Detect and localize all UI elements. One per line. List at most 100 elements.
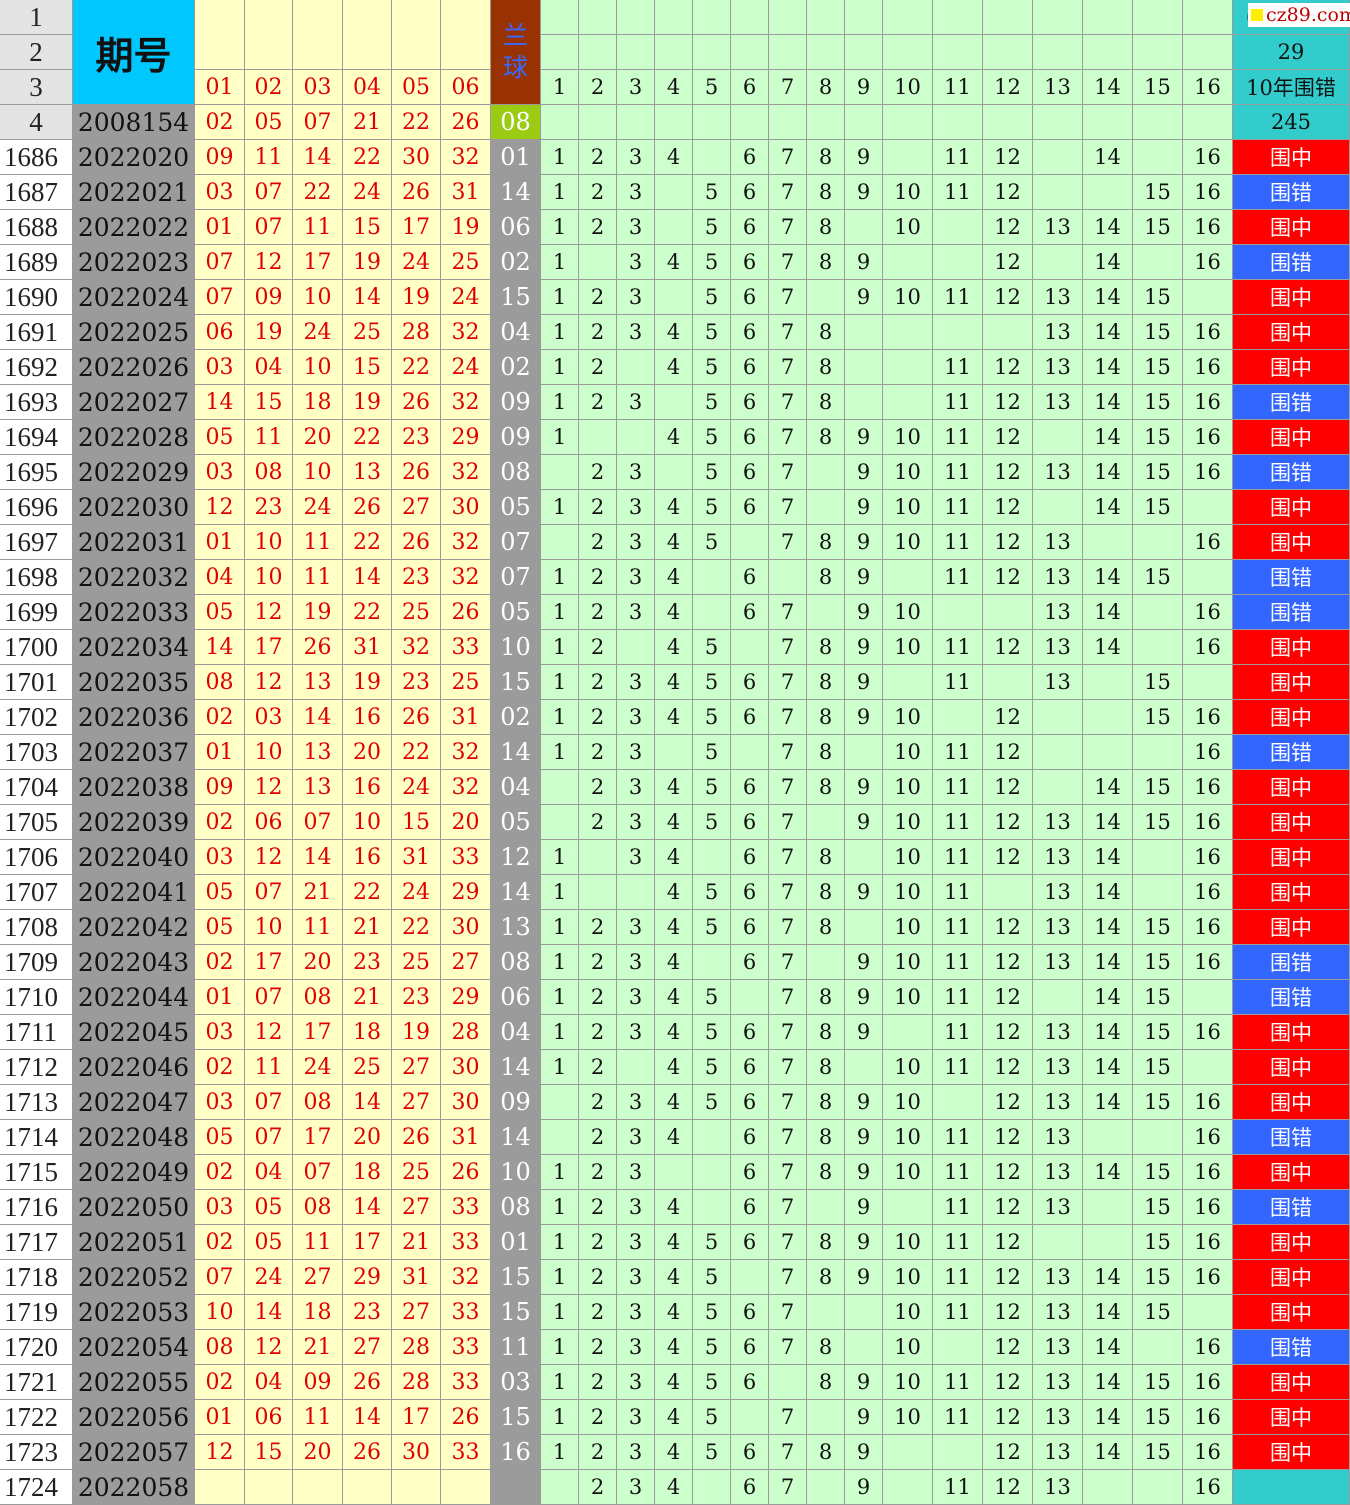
kill-empty — [1033, 175, 1083, 210]
result-badge: 围错 — [1233, 1330, 1350, 1365]
blue-ball: 07 — [491, 560, 541, 595]
header-grid-cell — [731, 105, 769, 140]
kill-number: 6 — [731, 315, 769, 350]
kill-number: 14 — [1083, 875, 1133, 910]
kill-number: 7 — [769, 490, 807, 525]
row-number: 1699 — [0, 595, 73, 630]
kill-number: 11 — [933, 770, 983, 805]
kill-number: 7 — [769, 525, 807, 560]
kill-number: 4 — [655, 1015, 693, 1050]
header-blank-cell — [245, 0, 293, 70]
kill-number: 4 — [655, 1225, 693, 1260]
kill-number: 7 — [769, 1050, 807, 1085]
kill-number: 14 — [1083, 385, 1133, 420]
red-ball: 06 — [195, 315, 245, 350]
kill-empty — [807, 805, 845, 840]
kill-number: 7 — [769, 280, 807, 315]
blue-ball: 05 — [491, 490, 541, 525]
row-number: 3 — [0, 70, 73, 105]
blue-ball: 09 — [491, 385, 541, 420]
kill-number: 14 — [1083, 1365, 1133, 1400]
kill-number: 16 — [1183, 245, 1233, 280]
ref-red-ball: 22 — [392, 105, 441, 140]
kill-number: 10 — [883, 700, 933, 735]
kill-number: 5 — [693, 910, 731, 945]
red-ball: 03 — [195, 350, 245, 385]
kill-number: 14 — [1083, 420, 1133, 455]
kill-number: 7 — [769, 1155, 807, 1190]
kill-number: 4 — [655, 1050, 693, 1085]
red-ball: 12 — [245, 1330, 293, 1365]
red-ball: 02 — [195, 1365, 245, 1400]
kill-empty — [845, 350, 883, 385]
kill-number: 5 — [693, 1365, 731, 1400]
kill-empty — [617, 630, 655, 665]
row-number: 1721 — [0, 1365, 73, 1400]
red-ball: 05 — [195, 420, 245, 455]
red-ball: 33 — [441, 1330, 491, 1365]
kill-number: 11 — [933, 1400, 983, 1435]
kill-empty — [933, 245, 983, 280]
kill-number: 9 — [845, 1190, 883, 1225]
kill-number: 6 — [731, 1225, 769, 1260]
kill-empty — [1083, 735, 1133, 770]
kill-number: 8 — [807, 140, 845, 175]
red-ball: 32 — [441, 385, 491, 420]
kill-number: 5 — [693, 875, 731, 910]
row-number: 1700 — [0, 630, 73, 665]
red-ball: 20 — [343, 735, 392, 770]
red-ball: 02 — [195, 700, 245, 735]
kill-number: 3 — [617, 175, 655, 210]
kill-number: 11 — [933, 350, 983, 385]
kill-empty — [1183, 560, 1233, 595]
kill-number: 2 — [579, 350, 617, 385]
kill-number: 11 — [933, 1225, 983, 1260]
red-col-header: 05 — [392, 70, 441, 105]
period-cell: 2022043 — [73, 945, 195, 980]
row-number: 1715 — [0, 1155, 73, 1190]
row-number: 1718 — [0, 1260, 73, 1295]
red-ball: 29 — [343, 1260, 392, 1295]
red-ball: 13 — [343, 455, 392, 490]
kill-number: 1 — [541, 245, 579, 280]
kill-number: 9 — [845, 630, 883, 665]
header-grid-cell — [807, 35, 845, 70]
kill-number: 4 — [655, 1330, 693, 1365]
period-cell: 2022021 — [73, 175, 195, 210]
red-col-header: 02 — [245, 70, 293, 105]
kill-number: 12 — [983, 630, 1033, 665]
header-grid-cell — [1133, 35, 1183, 70]
kill-col-header: 2 — [579, 70, 617, 105]
kill-number: 4 — [655, 980, 693, 1015]
kill-empty — [807, 1470, 845, 1505]
kill-empty — [541, 1085, 579, 1120]
kill-number: 3 — [617, 770, 655, 805]
red-ball: 21 — [392, 1225, 441, 1260]
red-ball: 33 — [441, 1225, 491, 1260]
row-number: 1711 — [0, 1015, 73, 1050]
red-ball: 08 — [195, 665, 245, 700]
period-cell: 2022041 — [73, 875, 195, 910]
kill-number: 10 — [883, 420, 933, 455]
red-ball: 14 — [343, 1085, 392, 1120]
kill-number: 5 — [693, 1015, 731, 1050]
kill-number: 16 — [1183, 385, 1233, 420]
kill-empty — [807, 595, 845, 630]
red-ball: 19 — [441, 210, 491, 245]
kill-empty — [933, 595, 983, 630]
red-ball: 26 — [392, 175, 441, 210]
kill-number: 13 — [1033, 595, 1083, 630]
kill-empty — [807, 1190, 845, 1225]
red-ball: 05 — [195, 595, 245, 630]
blue-ball: 08 — [491, 945, 541, 980]
red-ball: 28 — [392, 315, 441, 350]
red-ball: 13 — [293, 770, 343, 805]
blue-ball: 04 — [491, 315, 541, 350]
red-ball: 32 — [441, 770, 491, 805]
header-grid-cell — [617, 35, 655, 70]
kill-number: 11 — [933, 945, 983, 980]
kill-empty — [769, 1365, 807, 1400]
kill-number: 1 — [541, 210, 579, 245]
blue-ball: 05 — [491, 805, 541, 840]
kill-empty — [617, 1050, 655, 1085]
